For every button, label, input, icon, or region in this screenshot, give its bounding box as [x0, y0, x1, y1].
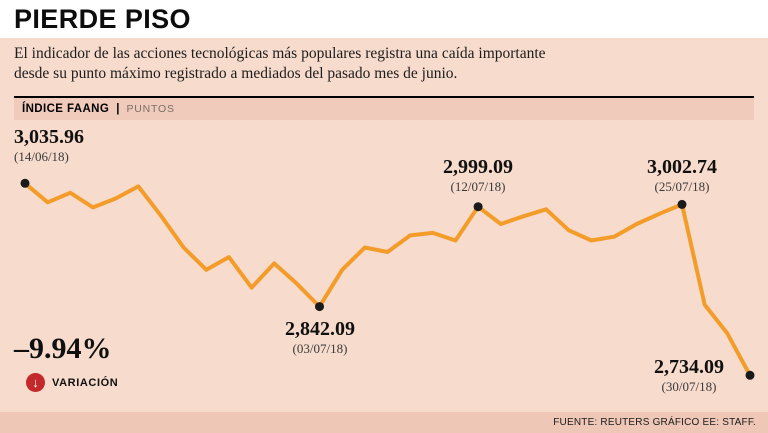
source-text: FUENTE: REUTERS GRÁFICO EE: STAFF. — [553, 417, 756, 428]
chart-area: 3,035.96 (14/06/18) 2,842.09 (03/07/18) … — [0, 120, 768, 412]
annotation-date: (25/07/18) — [654, 179, 710, 194]
variation-row: ↓ VARIACIÓN — [26, 373, 118, 392]
annotation-value: 2,734.09 — [654, 356, 724, 378]
data-point-marker — [473, 202, 483, 212]
variation-block: –9.94% ↓ VARIACIÓN — [14, 332, 118, 392]
annotation-value: 2,842.09 — [285, 318, 355, 340]
units-label: PUNTOS — [126, 103, 175, 115]
subtitle-line-1: El indicador de las acciones tecnológica… — [14, 45, 546, 62]
annotation-date: (14/06/18) — [14, 149, 69, 164]
annotation-date: (12/07/18) — [450, 179, 506, 194]
source-bar: FUENTE: REUTERS GRÁFICO EE: STAFF. — [0, 412, 768, 433]
annotation-value: 3,035.96 — [14, 126, 84, 148]
data-point-marker — [20, 178, 30, 188]
page-title: PIERDE PISO — [14, 4, 191, 34]
annotation-final-low: 2,734.09 (30/07/18) — [628, 356, 750, 394]
annotation-value: 3,002.74 — [647, 156, 717, 178]
annotation-july12-peak: 2,999.09 (12/07/18) — [413, 156, 543, 194]
faang-line-svg — [20, 178, 755, 380]
header-divider: | — [116, 103, 120, 115]
annotation-date: (30/07/18) — [661, 379, 717, 394]
subtitle-line-2: desde su punto máximo registrado a media… — [14, 65, 458, 82]
index-name-label: ÍNDICE FAANG — [22, 103, 110, 115]
title-bar: PIERDE PISO — [0, 0, 768, 38]
subtitle: El indicador de las acciones tecnológica… — [14, 44, 694, 84]
annotation-date: (03/07/18) — [292, 341, 348, 356]
annotation-july-low: 2,842.09 (03/07/18) — [255, 318, 385, 356]
data-point-marker — [315, 302, 324, 312]
data-point-marker — [677, 199, 687, 209]
annotation-start-high: 3,035.96 (14/06/18) — [14, 126, 84, 164]
annotation-july25-peak: 3,002.74 (25/07/18) — [617, 156, 747, 194]
annotation-value: 2,999.09 — [443, 156, 513, 178]
data-point-marker — [745, 370, 755, 380]
variation-label: VARIACIÓN — [52, 376, 119, 389]
down-arrow-icon: ↓ — [26, 373, 45, 392]
chart-header-band: ÍNDICE FAANG | PUNTOS — [14, 96, 754, 120]
variation-value: –9.94% — [14, 332, 112, 365]
